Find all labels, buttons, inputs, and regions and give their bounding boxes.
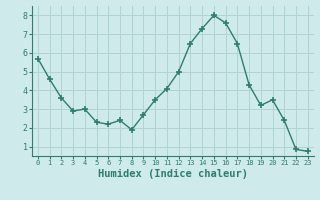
X-axis label: Humidex (Indice chaleur): Humidex (Indice chaleur): [98, 169, 248, 179]
